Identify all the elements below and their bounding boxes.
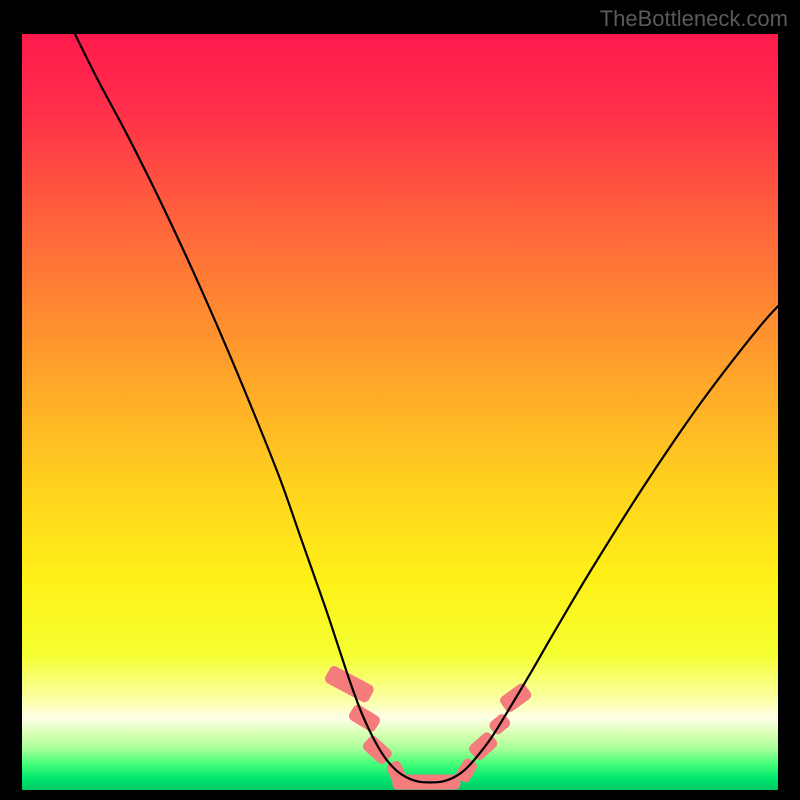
plot-area (22, 34, 778, 790)
marker (467, 730, 499, 762)
curve-layer (22, 34, 778, 790)
watermark-text: TheBottleneck.com (600, 6, 788, 32)
markers-group (323, 664, 533, 789)
curve-left (75, 34, 430, 782)
curve-right (430, 306, 778, 782)
marker (323, 664, 375, 704)
chart-frame (22, 34, 778, 790)
